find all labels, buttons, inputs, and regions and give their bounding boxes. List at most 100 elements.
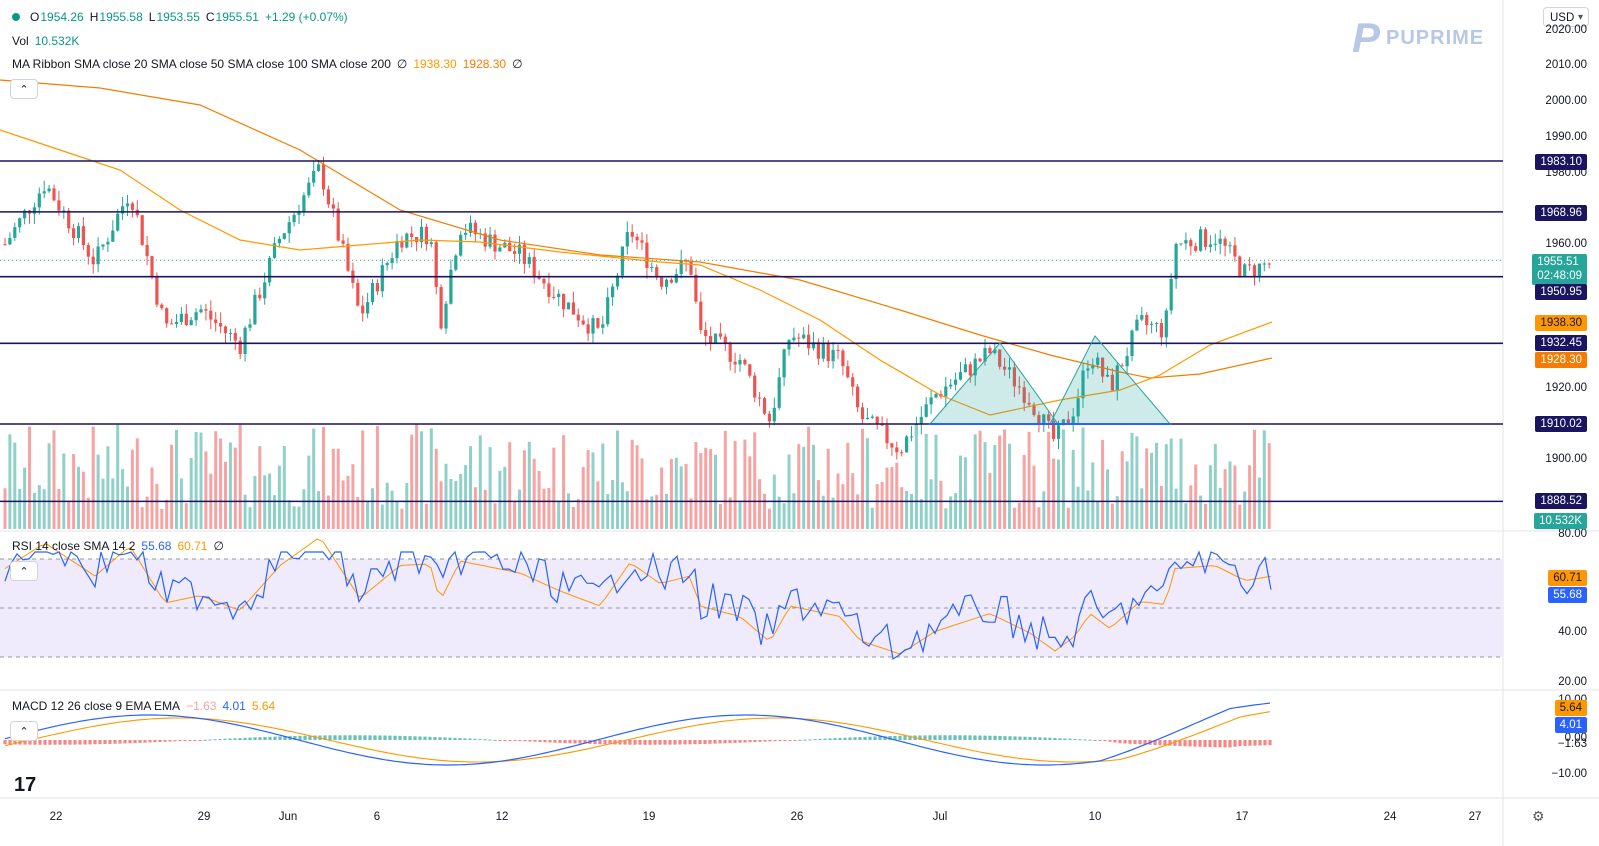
macd-histogram-bar	[553, 740, 557, 743]
volume-bar	[1140, 488, 1144, 529]
price-axis-label: 1920.00	[1545, 382, 1587, 394]
volume-bar	[841, 484, 845, 529]
time-axis-label: 29	[197, 811, 211, 823]
candle-body	[424, 226, 428, 245]
volume-bar	[488, 447, 492, 529]
price-axis-label: 2010.00	[1545, 59, 1587, 71]
candle-body	[674, 274, 678, 283]
volume-bar	[464, 465, 468, 529]
candle-body	[434, 242, 438, 288]
volume-bar	[322, 426, 325, 529]
macd-histogram-bar	[503, 740, 507, 741]
candle-body	[52, 188, 56, 201]
volume-bar	[954, 493, 958, 529]
macd-histogram-bar	[878, 736, 882, 740]
volume-bar	[743, 439, 747, 529]
volume-bar	[959, 455, 962, 529]
macd-histogram-bar	[313, 735, 317, 740]
high-label: H	[89, 10, 99, 24]
collapse-rsi-button[interactable]: ⌃	[10, 561, 38, 581]
candle-body	[1096, 357, 1100, 365]
time-axis-label: 22	[49, 811, 63, 823]
macd-histogram-bar	[1123, 740, 1127, 744]
candle-body	[508, 242, 512, 252]
macd-histogram-bar	[33, 740, 37, 745]
collapse-legend-button[interactable]: ⌃	[10, 79, 38, 99]
candle-body	[640, 240, 644, 243]
volume-bar	[420, 431, 423, 529]
volume-bar	[214, 431, 218, 529]
candle-body	[1120, 365, 1124, 367]
volume-bar	[782, 503, 786, 529]
collapse-macd-button[interactable]: ⌃	[10, 721, 38, 741]
candle-body	[268, 257, 272, 283]
candle-body	[1179, 243, 1183, 245]
volume-bar	[429, 428, 433, 529]
chevron-up-icon: ⌃	[19, 565, 29, 578]
gear-icon[interactable]: ⚙	[1532, 808, 1545, 824]
ma-value-1: 1938.30	[413, 57, 457, 71]
volume-bar	[62, 453, 66, 529]
volume-bar	[503, 466, 507, 529]
macd-histogram-bar	[383, 735, 387, 740]
macd-histogram-bar	[558, 740, 562, 743]
macd-histogram-bar	[868, 736, 872, 740]
volume-bar	[483, 489, 487, 529]
macd-histogram-bar	[1253, 740, 1257, 746]
volume-bar	[684, 463, 688, 529]
macd-histogram-bar	[798, 739, 802, 741]
macd-histogram-bar	[633, 740, 637, 745]
volume-bar	[669, 458, 673, 529]
sma-fast-line	[0, 129, 1273, 416]
candle-body	[238, 340, 242, 355]
low-value: 1953.55	[156, 10, 200, 24]
volume-bar	[1184, 503, 1188, 529]
time-axis-label: Jun	[278, 811, 298, 823]
volume-bar	[831, 497, 835, 529]
rsi-legend[interactable]: RSI 14 close SMA 14 2 55.68 60.71 ∅	[12, 539, 224, 553]
macd-histogram-bar	[343, 735, 347, 740]
volume-bar	[1017, 502, 1021, 529]
volume-bar	[1115, 496, 1119, 529]
macd-histogram-bar	[1083, 739, 1087, 741]
volume-bar	[586, 450, 590, 529]
currency-select[interactable]: USD	[1543, 7, 1589, 28]
candle-body	[973, 358, 977, 376]
macd-histogram-bar	[348, 735, 352, 740]
macd-histogram-bar	[483, 739, 487, 741]
candle-body	[660, 277, 664, 287]
candle-body	[856, 386, 860, 408]
macd-histogram-bar	[1223, 740, 1227, 748]
volume-legend[interactable]: Vol 10.532K	[12, 34, 79, 48]
candle-body	[228, 332, 232, 334]
macd-histogram-bar	[183, 740, 187, 741]
candle-body	[689, 261, 693, 275]
volume-bar	[228, 442, 232, 529]
volume-bar	[1169, 438, 1173, 529]
volume-bar	[390, 490, 394, 529]
rsi-sma-value: 60.71	[177, 539, 208, 553]
candle-body	[1091, 364, 1095, 369]
volume-bar	[1179, 438, 1183, 529]
candle-body	[302, 195, 306, 213]
macd-histogram-bar	[23, 740, 27, 745]
macd-histogram-bar	[43, 740, 47, 745]
volume-bar	[135, 438, 139, 529]
sma-tag: 1928.30	[1535, 352, 1587, 368]
candle-body	[1159, 323, 1163, 338]
candle-body	[1110, 374, 1114, 391]
macd-histogram-bar	[648, 740, 652, 745]
candle-body	[248, 324, 252, 328]
candle-body	[312, 170, 316, 183]
macd-legend[interactable]: MACD 12 26 close 9 EMA EMA −1.63 4.01 5.…	[12, 699, 275, 713]
macd-axis-label: −10.00	[1551, 768, 1588, 780]
volume-bar	[91, 426, 95, 529]
ma-ribbon-legend[interactable]: MA Ribbon SMA close 20 SMA close 50 SMA …	[12, 57, 523, 71]
macd-histogram-bar	[333, 735, 337, 740]
volume-bar	[748, 456, 752, 529]
candle-body	[1056, 425, 1061, 439]
candle-body	[1218, 238, 1222, 244]
volume-bar	[424, 503, 428, 529]
macd-histogram-bar	[1168, 740, 1172, 746]
